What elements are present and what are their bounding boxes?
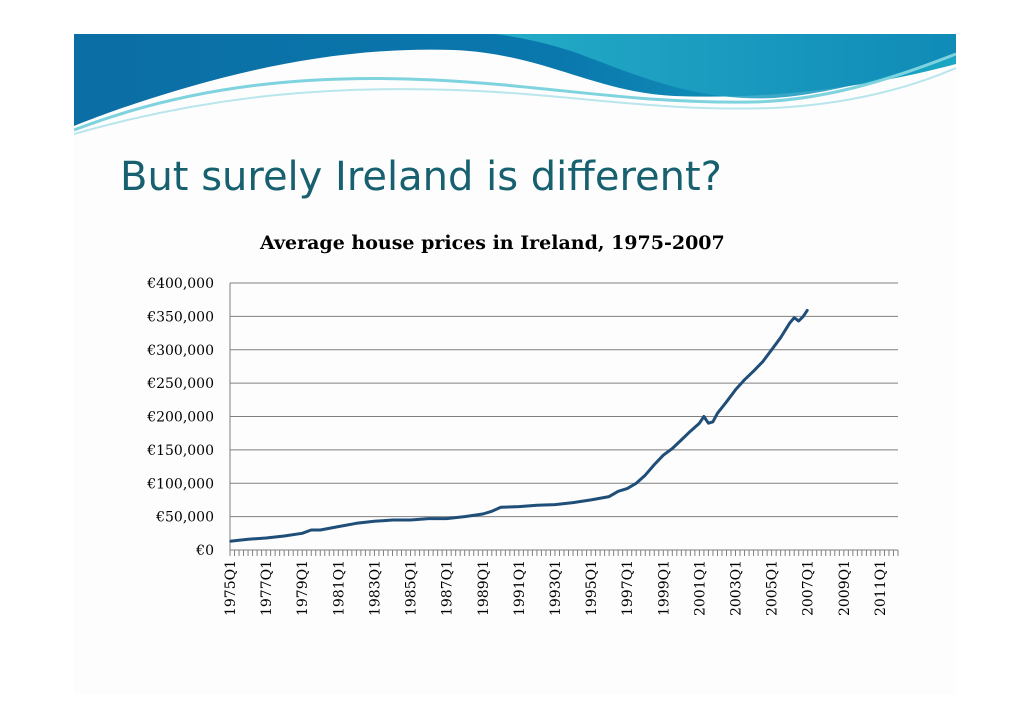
- data-point: [572, 501, 574, 504]
- data-point: [662, 454, 665, 457]
- y-tick-label: €400,000: [146, 276, 214, 292]
- y-axis-tick-labels: €0 €50,000 €100,000 €150,000 €200,000 €250,00…: [146, 276, 214, 559]
- x-tick-label: 2003Q1: [729, 560, 745, 616]
- data-point: [680, 439, 683, 441]
- data-point: [391, 519, 394, 521]
- data-point: [301, 532, 304, 535]
- data-point: [770, 348, 773, 351]
- data-point: [490, 510, 493, 513]
- y-tick-label: €300,000: [146, 343, 214, 359]
- data-point: [283, 535, 285, 537]
- x-tick-label: 1975Q1: [223, 560, 239, 616]
- x-tick-label: 1999Q1: [656, 560, 672, 616]
- x-tick-label: 1989Q1: [476, 560, 492, 616]
- data-point: [761, 360, 764, 363]
- x-tick-label: 1997Q1: [620, 560, 636, 616]
- data-point: [590, 499, 592, 501]
- axes: [229, 283, 899, 556]
- decorative-wave-banner: [74, 34, 956, 144]
- data-point: [463, 515, 466, 518]
- x-tick-label: 1979Q1: [295, 560, 311, 616]
- y-tick-label: €50,000: [155, 510, 214, 526]
- y-tick-label: €250,000: [146, 376, 214, 392]
- data-point: [725, 401, 728, 403]
- data-point: [626, 487, 628, 490]
- data-point: [703, 415, 705, 418]
- x-tick-label: 1987Q1: [440, 560, 456, 616]
- data-point: [355, 522, 358, 525]
- data-point: [797, 320, 800, 322]
- x-tick-label: 1991Q1: [512, 560, 528, 616]
- data-point: [793, 316, 795, 319]
- x-tick-label: 2007Q1: [801, 560, 817, 616]
- gridlines: [230, 282, 898, 518]
- x-tick-label: 1993Q1: [548, 560, 564, 616]
- series-layer: [229, 308, 809, 543]
- data-point: [671, 447, 674, 450]
- data-point: [500, 506, 502, 509]
- data-point: [536, 504, 538, 507]
- data-point: [373, 520, 376, 523]
- x-tick-label: 1983Q1: [367, 560, 383, 616]
- data-point: [409, 519, 412, 521]
- data-point: [698, 422, 701, 424]
- slide-title: But surely Ireland is different?: [120, 154, 722, 200]
- data-point: [319, 529, 322, 531]
- data-point: [445, 517, 448, 520]
- data-point: [554, 503, 556, 506]
- data-point: [734, 389, 737, 391]
- data-point: [608, 495, 610, 498]
- data-point: [635, 482, 638, 485]
- data-point: [788, 322, 791, 324]
- data-point: [802, 315, 805, 318]
- x-tick-label: 1995Q1: [584, 560, 600, 616]
- data-point: [779, 336, 782, 339]
- y-tick-label: €200,000: [146, 410, 214, 426]
- data-point: [653, 463, 656, 466]
- data-point: [752, 370, 755, 372]
- x-tick-label: 2011Q1: [873, 560, 889, 616]
- series-line: [229, 308, 809, 543]
- x-tick-label: 2005Q1: [765, 560, 781, 616]
- data-point: [707, 422, 710, 424]
- slide: But surely Ireland is different? Average…: [74, 34, 956, 694]
- data-point: [337, 525, 340, 528]
- data-point: [265, 537, 267, 539]
- x-tick-label: 2001Q1: [692, 560, 708, 616]
- y-tick-label: €350,000: [146, 309, 214, 325]
- data-point: [617, 490, 619, 493]
- y-tick-label: €100,000: [146, 476, 214, 492]
- data-point: [806, 308, 809, 311]
- data-point: [644, 474, 647, 477]
- x-tick-label: 1985Q1: [404, 560, 420, 616]
- data-point: [716, 412, 719, 414]
- data-point: [310, 529, 313, 531]
- data-point: [229, 540, 231, 543]
- data-point: [689, 430, 692, 432]
- data-point: [247, 538, 249, 541]
- data-point: [481, 513, 484, 515]
- chart-title: Average house prices in Ireland, 1975-20…: [260, 232, 725, 254]
- x-tick-label: 2009Q1: [837, 560, 853, 616]
- y-tick-label: €0: [195, 543, 214, 559]
- data-point: [712, 421, 714, 423]
- data-point: [427, 517, 430, 520]
- x-tick-label: 1981Q1: [331, 560, 347, 616]
- data-point: [743, 378, 746, 381]
- x-tick-label: 1977Q1: [259, 560, 275, 616]
- y-tick-label: €150,000: [146, 443, 214, 459]
- data-point: [518, 505, 520, 508]
- x-axis-tick-labels: 1975Q1 1977Q1 1979Q1 1981Q1 1983Q1 1985Q1 1987…: [223, 560, 889, 616]
